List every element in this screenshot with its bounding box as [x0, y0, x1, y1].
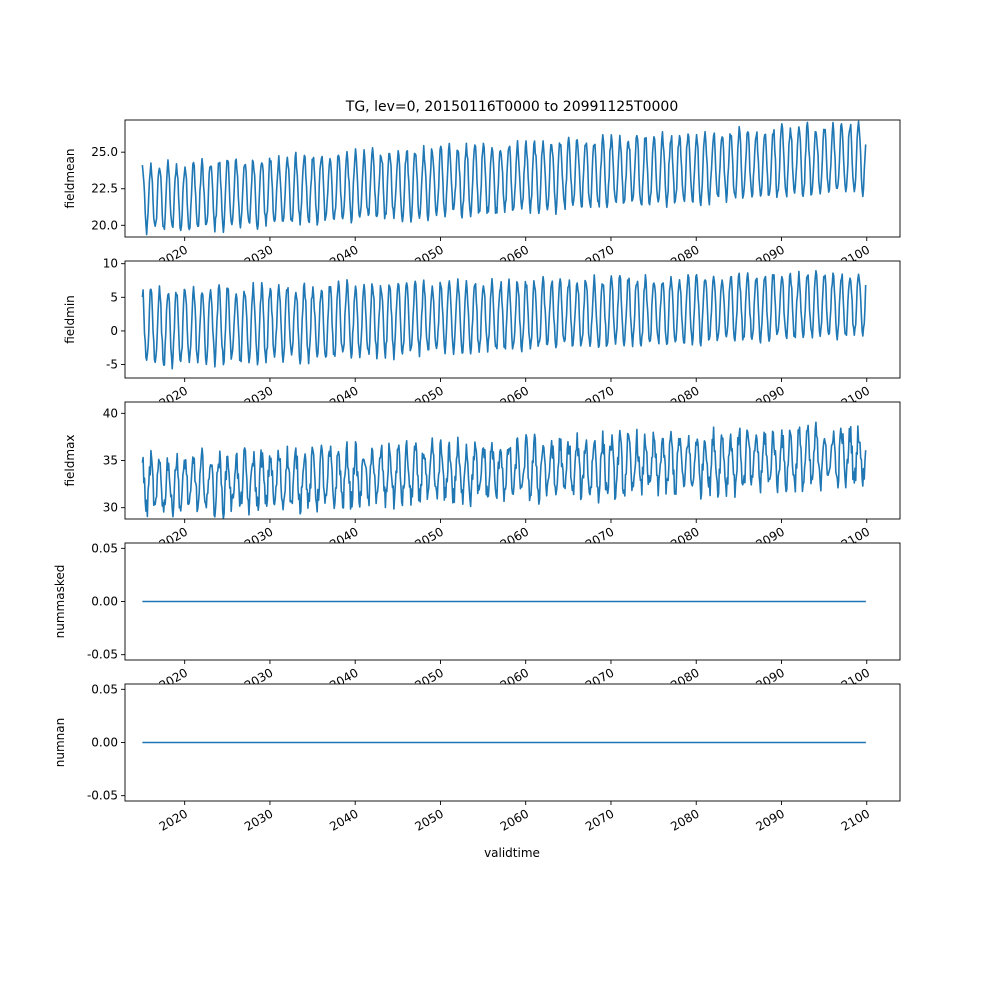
y-axis-label-fieldmin: fieldmin — [63, 295, 77, 344]
y-tick-label: 0 — [110, 324, 118, 338]
y-tick-label: 5 — [110, 290, 118, 304]
y-tick-label: -5 — [106, 358, 118, 372]
y-tick-label: 0.00 — [91, 736, 118, 750]
y-tick-label: 25.0 — [91, 145, 118, 159]
y-tick-label: 35 — [103, 454, 118, 468]
series-line-fieldmin — [141, 270, 867, 370]
y-tick-label: 22.5 — [91, 182, 118, 196]
axes-frame-fieldmin — [124, 260, 901, 379]
x-axis-label: validtime — [484, 846, 540, 860]
axes-frame-fieldmean — [124, 119, 901, 238]
y-axis-label-numnan: numnan — [53, 718, 67, 767]
y-tick-label: 10 — [103, 257, 118, 271]
y-axis-label-fieldmean: fieldmean — [63, 149, 77, 209]
chart-title: TG, lev=0, 20150116T0000 to 20991125T000… — [345, 99, 678, 115]
y-tick-label: 0.00 — [91, 595, 118, 609]
y-tick-label: -0.05 — [87, 789, 118, 803]
y-tick-label: 20.0 — [91, 218, 118, 232]
y-tick-label: 30 — [103, 501, 118, 515]
y-tick-label: 40 — [103, 406, 118, 420]
series-line-fieldmean — [141, 120, 867, 236]
y-tick-label: 0.05 — [91, 682, 118, 696]
y-axis-label-nummasked: nummasked — [53, 565, 67, 639]
series-line-fieldmax — [141, 421, 867, 520]
y-tick-label: -0.05 — [87, 648, 118, 662]
y-axis-label-fieldmax: fieldmax — [63, 434, 77, 486]
y-tick-label: 0.05 — [91, 541, 118, 555]
